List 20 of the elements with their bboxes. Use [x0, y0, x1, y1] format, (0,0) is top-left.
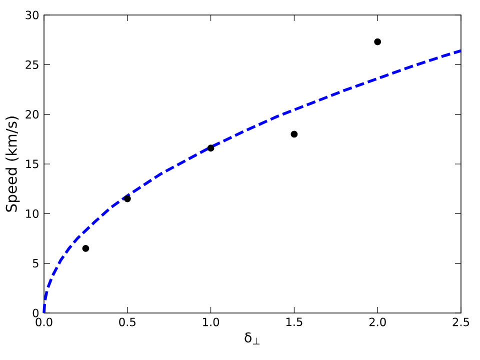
y-tick-label: 20	[26, 110, 39, 119]
y-tick-label: 30	[26, 10, 39, 20]
y-axis-title: Speed (km/s)	[6, 116, 20, 212]
y-tick-label: 5	[32, 259, 38, 268]
y-tick-label: 15	[26, 160, 38, 168]
x-tick-label: 0.0	[36, 318, 52, 326]
point	[290, 130, 298, 138]
x-tick-label: 0.5	[119, 318, 136, 326]
y-tick-label: 10	[26, 209, 39, 218]
point	[374, 38, 382, 46]
point	[124, 195, 131, 202]
y-tick-label: 0	[32, 308, 39, 318]
point	[207, 144, 214, 152]
x-tick-label: 1.5	[286, 318, 302, 326]
x-tick-label: 2.0	[369, 318, 386, 326]
point	[82, 244, 90, 252]
x-tick-label: 1.0	[203, 318, 220, 326]
x-axis-title: δ$_{⊥}$	[244, 332, 260, 344]
x-tick-label: 2.5	[452, 318, 469, 326]
y-tick-label: 25	[26, 60, 38, 69]
